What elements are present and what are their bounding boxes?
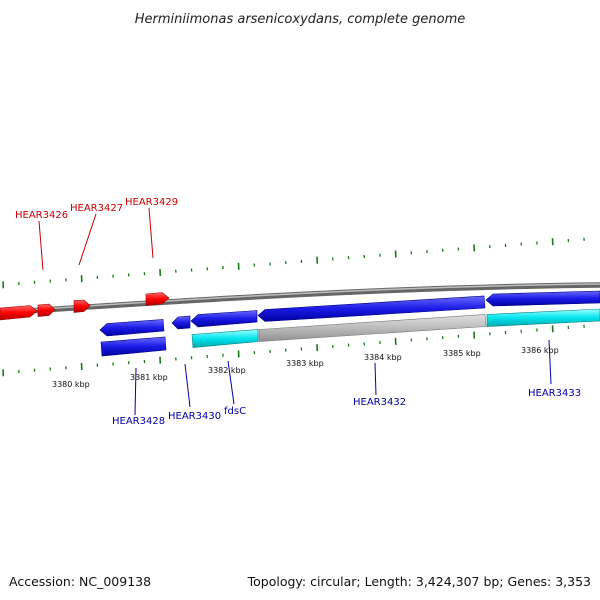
leader-line [374,362,377,396]
leader-line [548,339,552,385]
feature-hear3428-cds[interactable] [100,336,167,357]
gene-hear3425[interactable] [0,305,38,321]
leader-line [227,360,235,405]
gene-hear3432[interactable] [257,295,486,322]
gene-label-hear3426[interactable]: HEAR3426 [15,210,68,221]
accession-text: Accession: NC_009138 [9,574,151,589]
gene-hear3430[interactable] [171,315,191,330]
ruler-label: 3383 kbp [286,359,324,368]
leader-line [184,363,191,408]
gene-label-hear3427[interactable]: HEAR3427 [70,203,123,214]
gene-label-hear3430[interactable]: HEAR3430 [168,411,221,422]
gene-labels-reverse: HEAR3428 HEAR3430 fdsC HEAR3432 HEAR3433 [112,339,581,427]
gene-fdsc[interactable] [190,310,258,328]
gene-label-hear3429[interactable]: HEAR3429 [125,197,178,208]
ruler-label: 3380 kbp [52,380,90,389]
gene-hear3426[interactable] [37,303,56,317]
ruler-labels: 3380 kbp 3381 kbp 3382 kbp 3383 kbp 3384… [52,346,559,389]
gene-label-fdsc[interactable]: fdsC [224,406,246,417]
ruler-label: 3386 kbp [521,346,559,355]
ruler-label: 3381 kbp [130,373,168,382]
ruler-label: 3382 kbp [208,366,246,375]
map-title: Herminiimonas arsenicoxydans, complete g… [135,12,465,27]
genome-summary-text: Topology: circular; Length: 3,424,307 bp… [247,574,591,589]
ruler-label: 3384 kbp [364,353,402,362]
feature-hear3432-pseudo[interactable] [258,314,487,342]
tick-track-upper [2,237,585,289]
feature-fdsc-rna[interactable] [191,329,259,348]
leader-line [134,367,137,416]
leader-line [78,213,97,266]
feature-hear3433-rna[interactable] [486,308,600,327]
forward-strand-genes [0,292,170,321]
gene-hear3433[interactable] [485,290,600,307]
leader-line [38,220,44,271]
feature-row-secondary [100,308,600,357]
gene-hear3429[interactable] [145,292,170,306]
gene-labels-forward: HEAR3426 HEAR3427 HEAR3429 [15,197,178,271]
gene-label-hear3432[interactable]: HEAR3432 [353,397,406,408]
ruler-label: 3385 kbp [443,349,481,358]
gene-hear3427[interactable] [73,299,91,313]
reverse-strand-genes [99,290,600,337]
gene-hear3428[interactable] [99,319,165,337]
gene-label-hear3428[interactable]: HEAR3428 [112,416,165,427]
leader-line [148,207,154,259]
gene-label-hear3433[interactable]: HEAR3433 [528,388,581,399]
tick-track-lower [2,324,585,377]
